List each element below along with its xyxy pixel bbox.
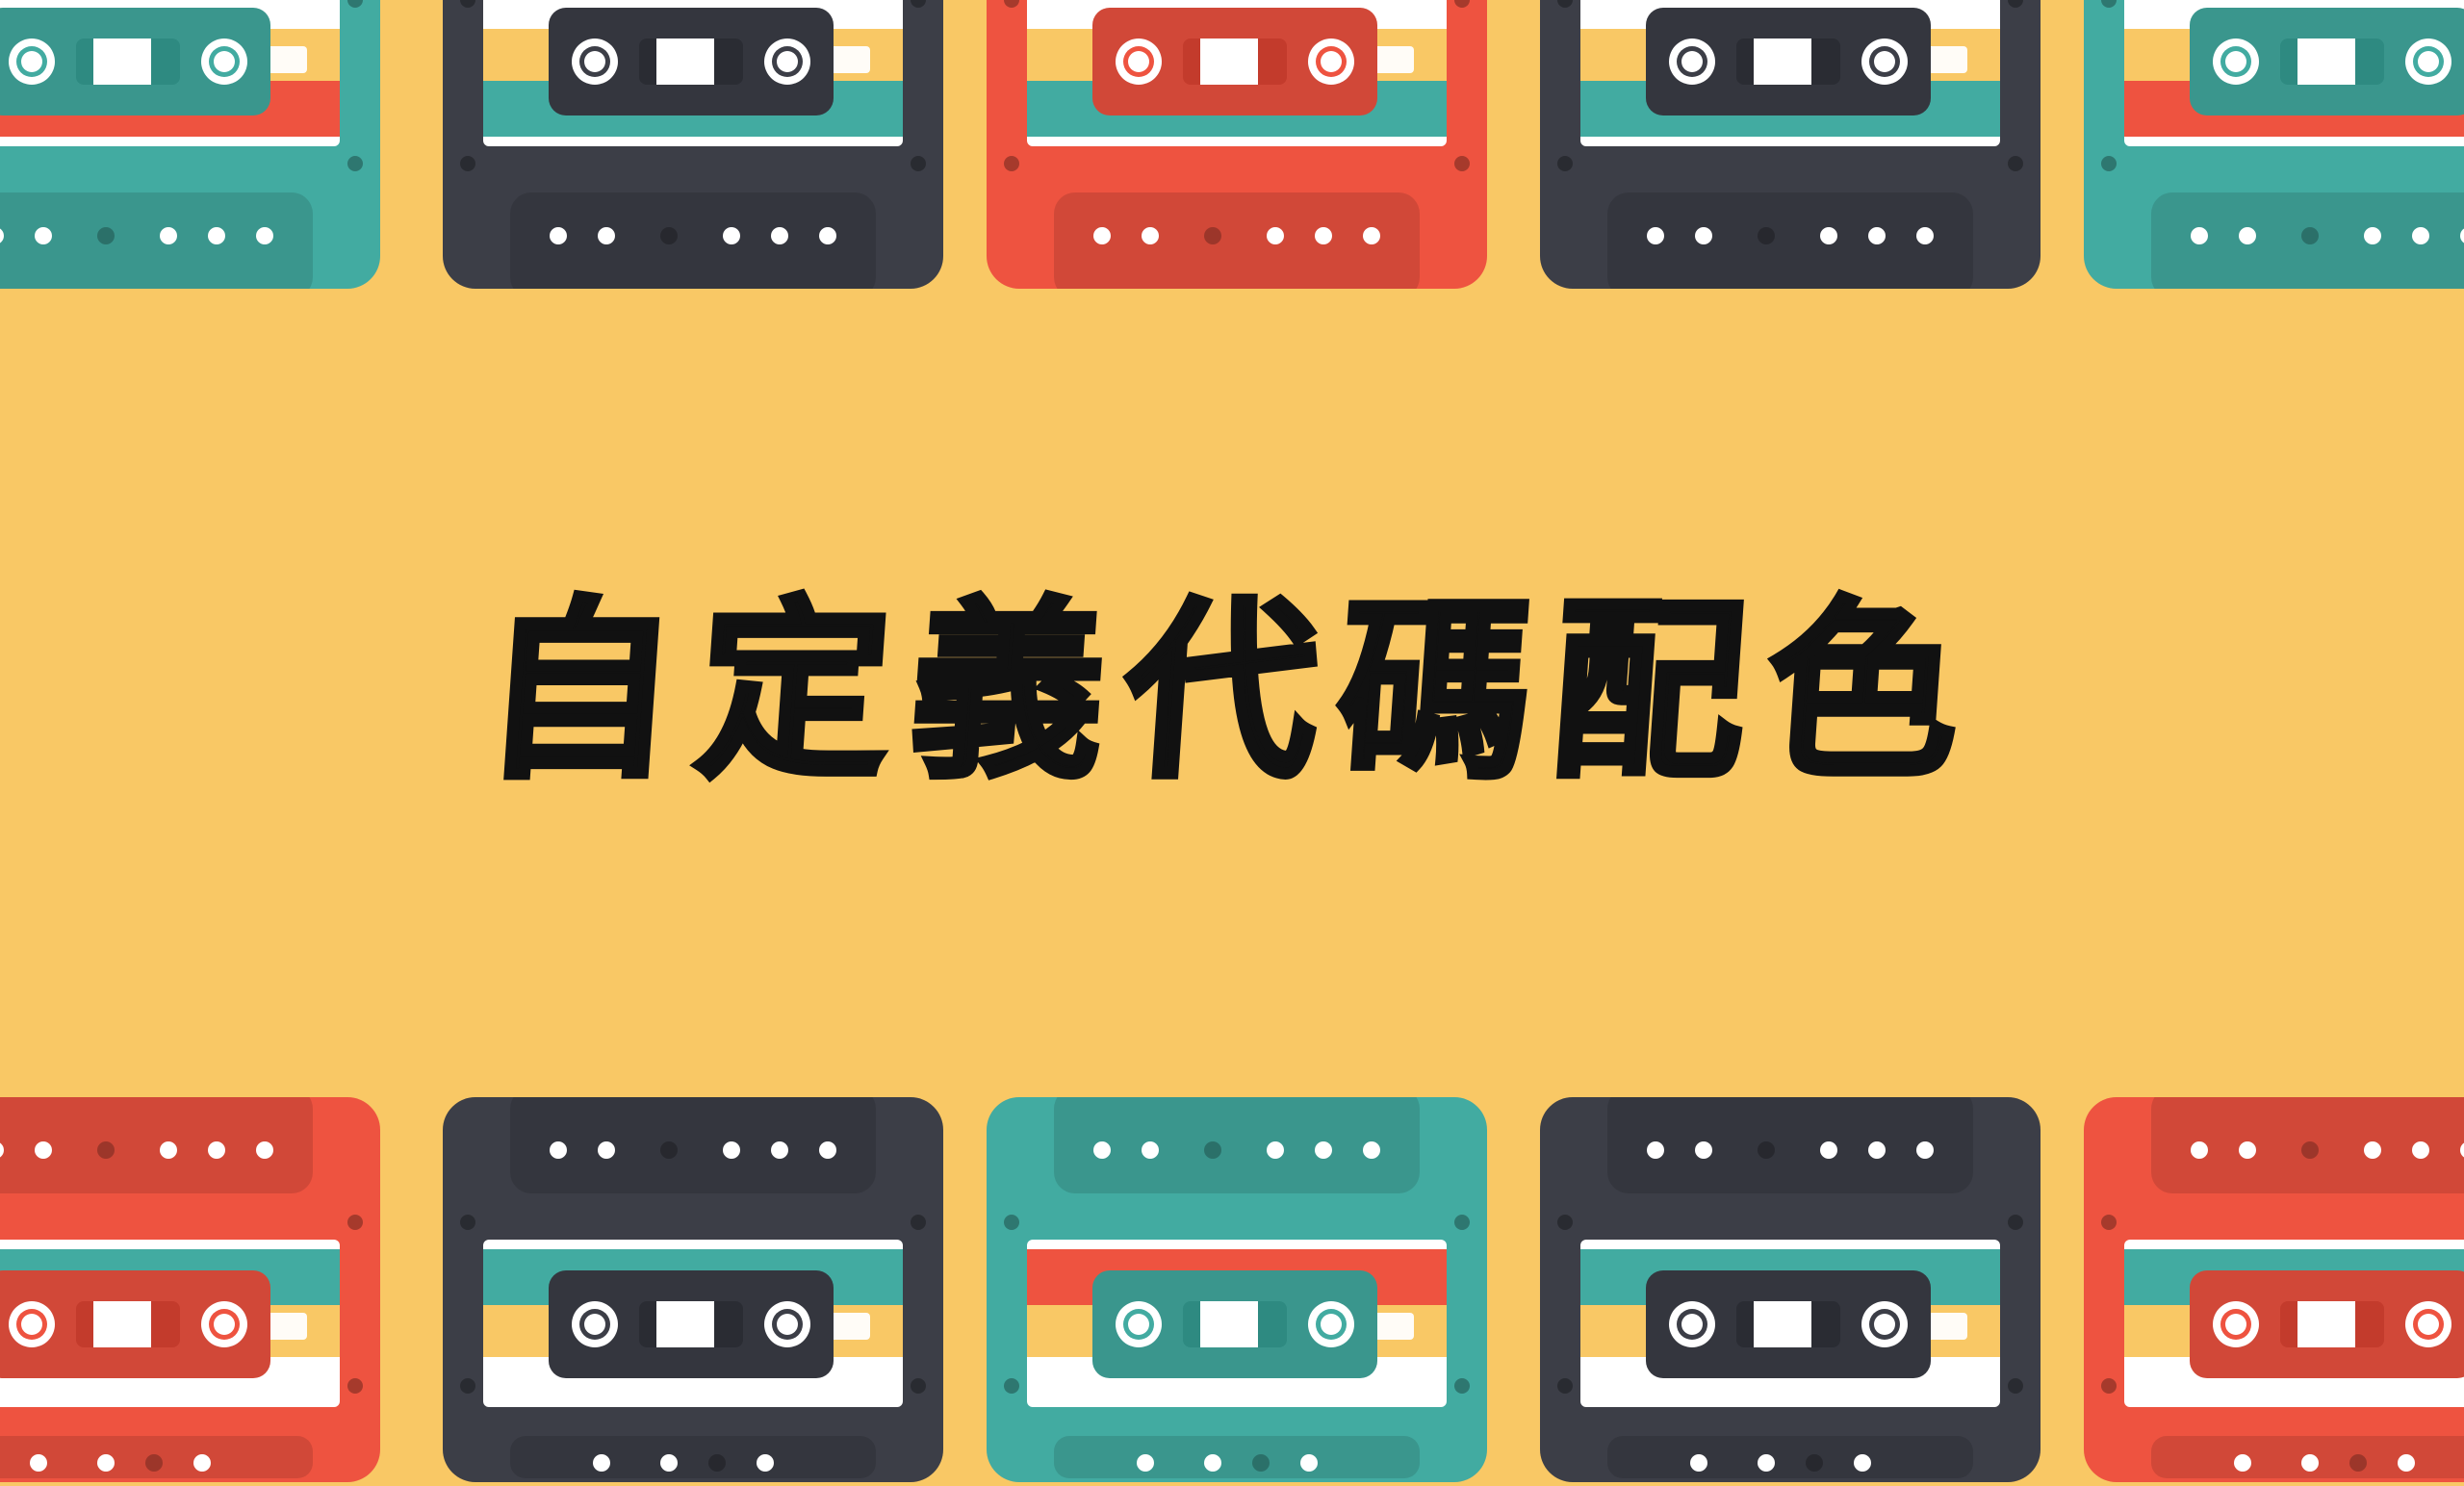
cassette-dark <box>443 1088 943 1482</box>
cassette-dark <box>1540 1088 2040 1482</box>
cassette-bottom-4 <box>1540 1088 2040 1482</box>
cassette-red <box>2084 1088 2464 1482</box>
cassette-row-bottom <box>0 1088 2464 1482</box>
cassette-top-2 <box>443 0 943 298</box>
cassette-top-5 <box>2084 0 2464 298</box>
cassette-top-1 <box>0 0 380 298</box>
cassette-bottom-5 <box>2084 1088 2464 1482</box>
cassette-top-3 <box>987 0 1487 298</box>
cassette-bottom-1 <box>0 1088 380 1482</box>
cassette-bottom-3 <box>987 1088 1487 1482</box>
cassette-dark <box>1540 0 2040 298</box>
cassette-red <box>987 0 1487 298</box>
page-title: 自定義代碼配色 <box>474 577 1990 807</box>
cassette-red <box>0 1088 380 1482</box>
cassette-top-4 <box>1540 0 2040 298</box>
cassette-row-top <box>0 0 2464 298</box>
cassette-dark <box>443 0 943 298</box>
cassette-teal <box>0 0 380 298</box>
cassette-teal <box>987 1088 1487 1482</box>
cassette-bottom-2 <box>443 1088 943 1482</box>
cassette-teal <box>2084 0 2464 298</box>
